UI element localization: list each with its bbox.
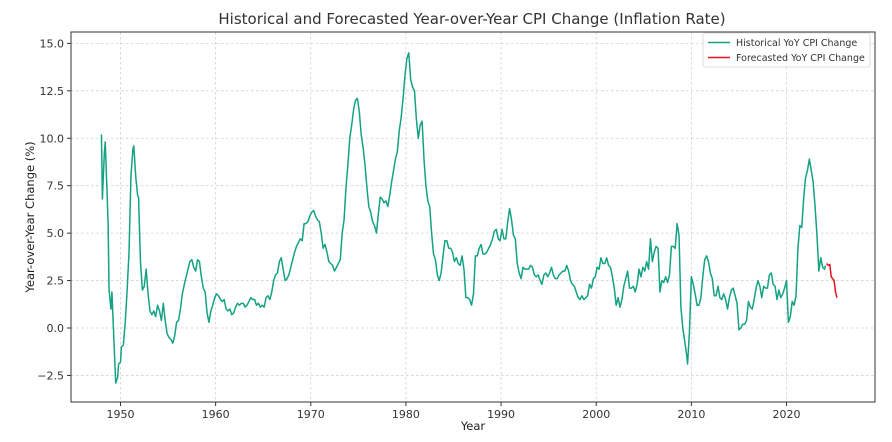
x-tick-label: 2000 — [582, 408, 610, 421]
x-tick-label: 1960 — [202, 408, 230, 421]
legend-box — [702, 32, 871, 68]
y-tick-label: 0.0 — [47, 322, 65, 335]
forecast-series-line — [825, 262, 838, 298]
historical-series-line — [100, 52, 827, 384]
y-axis-title: Year-over-Year Change (%) — [23, 141, 37, 293]
y-tick-label: −2.5 — [37, 369, 64, 382]
y-axis: −2.5 0.0 2.5 5.0 7.5 10.0 12.5 15.0 — [37, 37, 71, 382]
x-tick-label: 1980 — [392, 408, 420, 421]
y-tick-label: 7.5 — [47, 180, 65, 193]
grid — [71, 32, 875, 402]
plot-frame — [70, 31, 876, 403]
legend-label-forecast: Forecasted YoY CPI Change — [736, 53, 865, 64]
y-tick-label: 10.0 — [40, 132, 65, 145]
y-tick-label: 12.5 — [40, 85, 65, 98]
x-tick-label: 2020 — [773, 408, 801, 421]
x-axis: 1950 1960 1970 1980 1990 2000 2010 2020 — [106, 402, 801, 421]
legend-label-historical: Historical YoY CPI Change — [736, 38, 857, 49]
y-tick-label: 5.0 — [47, 227, 65, 240]
series-group — [100, 52, 838, 384]
legend: Historical YoY CPI Change Forecasted YoY… — [702, 32, 871, 68]
x-tick-label: 2010 — [677, 408, 705, 421]
x-axis-title: Year — [460, 419, 486, 433]
x-tick-label: 1970 — [297, 408, 325, 421]
x-tick-label: 1990 — [487, 408, 515, 421]
y-tick-label: 2.5 — [47, 275, 65, 288]
y-tick-label: 15.0 — [40, 37, 65, 50]
chart-title: Historical and Forecasted Year-over-Year… — [218, 10, 725, 28]
x-tick-label: 1950 — [106, 408, 134, 421]
